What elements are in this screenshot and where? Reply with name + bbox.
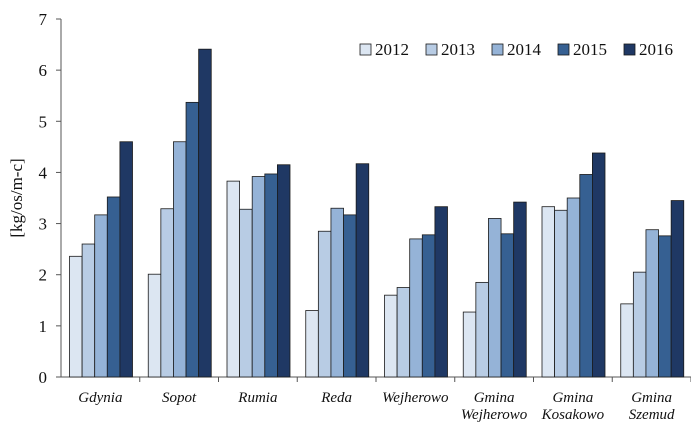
bar-2014-2 <box>251 176 266 378</box>
legend-swatch-2015 <box>557 43 570 56</box>
category-label: Wejherowo <box>461 407 528 423</box>
bar-2014-5 <box>488 218 502 378</box>
bar-2016-6 <box>592 152 606 378</box>
bar-2012-3 <box>305 310 319 378</box>
bar-2014-7 <box>645 229 659 378</box>
bar-2016-2 <box>276 164 291 378</box>
bar-2012-2 <box>226 180 241 378</box>
bar-2016-7 <box>670 200 685 378</box>
bar-2013-5 <box>475 281 489 378</box>
bar-2013-1 <box>160 208 174 378</box>
y-tick-label: 5 <box>39 112 48 131</box>
y-tick-label: 4 <box>39 163 48 182</box>
bar-2013-6 <box>554 209 568 378</box>
legend-swatch-2012 <box>359 43 372 56</box>
bar-2014-6 <box>566 197 581 378</box>
bar-2015-5 <box>500 233 515 378</box>
legend: 2012 2013 2014 2015 2016 <box>359 40 673 59</box>
legend-swatch-2014 <box>491 43 504 56</box>
bar-2014-1 <box>173 141 187 378</box>
bar-2012-0 <box>69 255 83 378</box>
bars <box>69 48 691 382</box>
category-label: Szemud <box>629 407 675 423</box>
category-label: Rumia <box>237 390 277 406</box>
bar-2012-1 <box>147 273 162 378</box>
bar-2013-2 <box>239 208 253 378</box>
bar-2014-3 <box>330 207 344 378</box>
bar-2015-7 <box>658 235 672 378</box>
bar-2013-7 <box>632 271 647 378</box>
legend-label: 2012 <box>375 40 409 59</box>
category-label: Kosakowo <box>541 407 605 423</box>
bar-2016-4 <box>434 206 448 378</box>
bar-2016-5 <box>513 201 527 378</box>
legend-swatch-2013 <box>425 43 438 56</box>
bar-2015-6 <box>579 174 593 378</box>
bar-2013-3 <box>317 230 332 378</box>
bar-2014-0 <box>94 214 108 378</box>
category-labels: Gdynia Sopot Rumia Reda Wejherowo GminaWejher… <box>78 390 675 423</box>
bar-2012-6 <box>541 206 556 378</box>
legend-label: 2015 <box>573 40 607 59</box>
category-label: Gmina <box>474 390 515 406</box>
bar-2015-0 <box>106 196 121 378</box>
bar-2015-3 <box>343 214 357 378</box>
y-tick-label: 0 <box>39 368 48 387</box>
y-tick-label: 1 <box>39 317 48 336</box>
legend-label: 2016 <box>639 40 673 59</box>
category-label: Gmina <box>552 390 593 406</box>
y-tick-label: 7 <box>39 10 48 29</box>
bar-2016-3 <box>355 163 370 378</box>
bar-2013-0 <box>81 243 96 378</box>
category-label: Reda <box>320 390 352 406</box>
bar-2013-4 <box>396 287 411 378</box>
y-tick-label: 6 <box>39 61 48 80</box>
bar-2015-4 <box>421 234 436 378</box>
bar-2016-1 <box>198 48 212 378</box>
category-label: Wejherowo <box>382 390 449 406</box>
legend-swatch-2016 <box>623 43 636 56</box>
y-tick-label: 2 <box>39 266 48 285</box>
y-axis-title: [kg/os/m-c] <box>7 158 26 237</box>
bar-2012-5 <box>462 311 477 378</box>
y-tick-label: 3 <box>39 215 48 234</box>
bar-2015-1 <box>185 101 200 378</box>
category-label: Sopot <box>162 390 197 406</box>
bar-2014-4 <box>409 238 423 378</box>
bar-2015-2 <box>264 173 278 378</box>
bar-2016-0 <box>119 141 133 378</box>
category-label: Gdynia <box>78 390 122 406</box>
legend-label: 2014 <box>507 40 542 59</box>
bar-2012-4 <box>384 294 398 378</box>
category-label: Gmina <box>631 390 672 406</box>
legend-label: 2013 <box>441 40 475 59</box>
bar-2012-7 <box>620 303 634 378</box>
